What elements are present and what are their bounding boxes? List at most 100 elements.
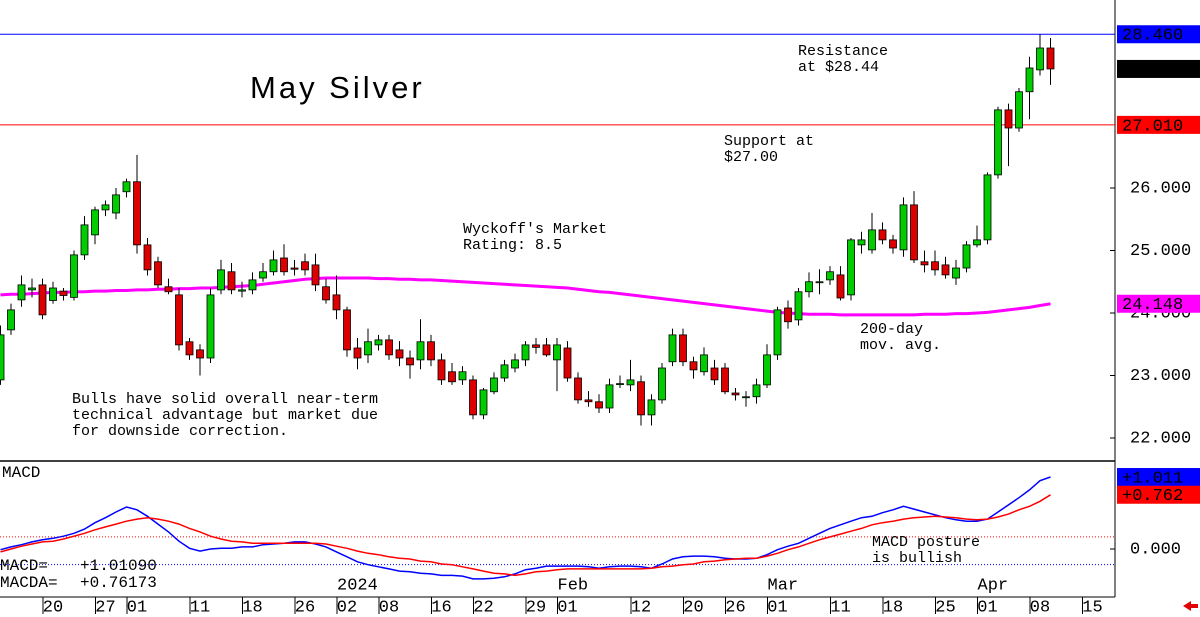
candle-body	[658, 367, 666, 401]
readout-name: MACDA=	[0, 574, 58, 592]
candle-body	[668, 334, 677, 363]
candle-body	[269, 259, 278, 273]
x-tick-label: 08	[379, 598, 399, 617]
macd-annotation: MACD posture	[872, 534, 980, 551]
readout-value: +0.76173	[80, 574, 157, 592]
annotation: Rating: 8.5	[463, 237, 562, 254]
candle-body	[899, 204, 908, 251]
moving-average-line	[0, 276, 1051, 317]
x-tick-label: 26	[295, 598, 315, 617]
candle-body	[532, 344, 540, 348]
candle-body	[1046, 47, 1055, 70]
macd-line	[0, 494, 1051, 577]
level-label: 27.010	[1122, 117, 1183, 136]
candle-body	[878, 229, 887, 241]
candle-body	[70, 254, 78, 298]
candle-body	[479, 389, 488, 416]
candle-body	[7, 309, 15, 331]
macd-last-label: +0.762	[1122, 487, 1183, 506]
x-tick-label: 02	[337, 598, 357, 617]
x-tick-label: 18	[242, 598, 262, 617]
candle-body	[196, 349, 204, 359]
candle-body	[0, 334, 5, 381]
x-tick-label: 11	[190, 598, 210, 617]
last-price-label: 27.905	[1122, 61, 1183, 80]
annotation: for downside correction.	[72, 423, 288, 440]
candle-body	[164, 286, 173, 293]
candle-body	[17, 284, 26, 301]
candle-body	[364, 341, 372, 356]
x-tick-label: 18	[883, 598, 903, 617]
x-tick-label: 27	[95, 598, 115, 617]
candle-body	[406, 357, 414, 366]
annotation: Bulls have solid overall near-term	[72, 391, 378, 408]
macd-last-label: +1.011	[1122, 470, 1183, 489]
candle-body	[742, 396, 750, 399]
annotation: mov. avg.	[860, 337, 941, 354]
candle-body	[1036, 47, 1044, 71]
candle-body	[353, 347, 362, 359]
candle-body	[826, 271, 834, 281]
level-box	[1117, 25, 1200, 44]
candle-body	[332, 294, 341, 311]
candle-body	[752, 384, 761, 398]
candle-body	[563, 347, 572, 379]
x-tick-label: 12	[631, 598, 651, 617]
candle-body	[962, 244, 971, 269]
candle-body	[647, 399, 656, 416]
candle-body	[91, 209, 99, 236]
candle-body	[595, 401, 603, 409]
candle-body	[931, 261, 939, 271]
candle-body	[952, 267, 960, 279]
y-tick-label: 26.000	[1130, 179, 1191, 198]
candle-body	[301, 261, 309, 271]
annotation: technical advantage but market due	[72, 407, 378, 424]
candle-body	[868, 229, 876, 251]
x-tick-label: 22	[473, 598, 493, 617]
candle-body	[794, 291, 803, 321]
candle-body	[574, 377, 582, 401]
macd-title: MACD	[2, 464, 40, 482]
moving-average-label: 24.148	[1122, 296, 1183, 315]
candle-body	[133, 181, 141, 246]
candle-body	[721, 367, 729, 393]
candle-body	[248, 279, 257, 291]
candle-body	[143, 244, 152, 271]
candle-body	[784, 307, 792, 323]
x-tick-label: 08	[1030, 598, 1050, 617]
candle-body	[920, 261, 929, 266]
month-label: Feb	[558, 576, 589, 595]
scroll-arrow	[1183, 601, 1198, 611]
candle-body	[238, 289, 246, 292]
candle-body	[941, 264, 950, 276]
candle-body	[983, 174, 992, 241]
candle-body	[322, 286, 330, 301]
candle-body	[154, 261, 162, 286]
candle-body	[553, 344, 561, 361]
level-label: 28.460	[1122, 27, 1183, 46]
candle-body	[1004, 109, 1013, 129]
candle-body	[59, 290, 68, 296]
candle-body	[448, 371, 456, 383]
annotation: at $28.44	[798, 59, 879, 76]
candle-body	[259, 271, 267, 279]
month-label: Mar	[768, 576, 799, 595]
candle-body	[385, 339, 393, 356]
x-tick-label: 25	[935, 598, 955, 617]
y-tick-label: 22.000	[1130, 429, 1191, 448]
readout-value: +1.01090	[80, 557, 157, 575]
y-tick-label: 25.000	[1130, 242, 1191, 261]
x-tick-label: 20	[43, 598, 63, 617]
candle-body	[101, 204, 110, 211]
macd-last-box	[1117, 485, 1200, 504]
macd-y-tick-label: 0.000	[1130, 540, 1181, 559]
month-label: 2024	[337, 576, 378, 595]
level-box	[1117, 115, 1200, 134]
candle-body	[49, 287, 57, 301]
candle-body	[458, 371, 467, 381]
candle-body	[38, 284, 47, 316]
macd-line	[0, 476, 1051, 580]
candle-body	[469, 379, 477, 416]
